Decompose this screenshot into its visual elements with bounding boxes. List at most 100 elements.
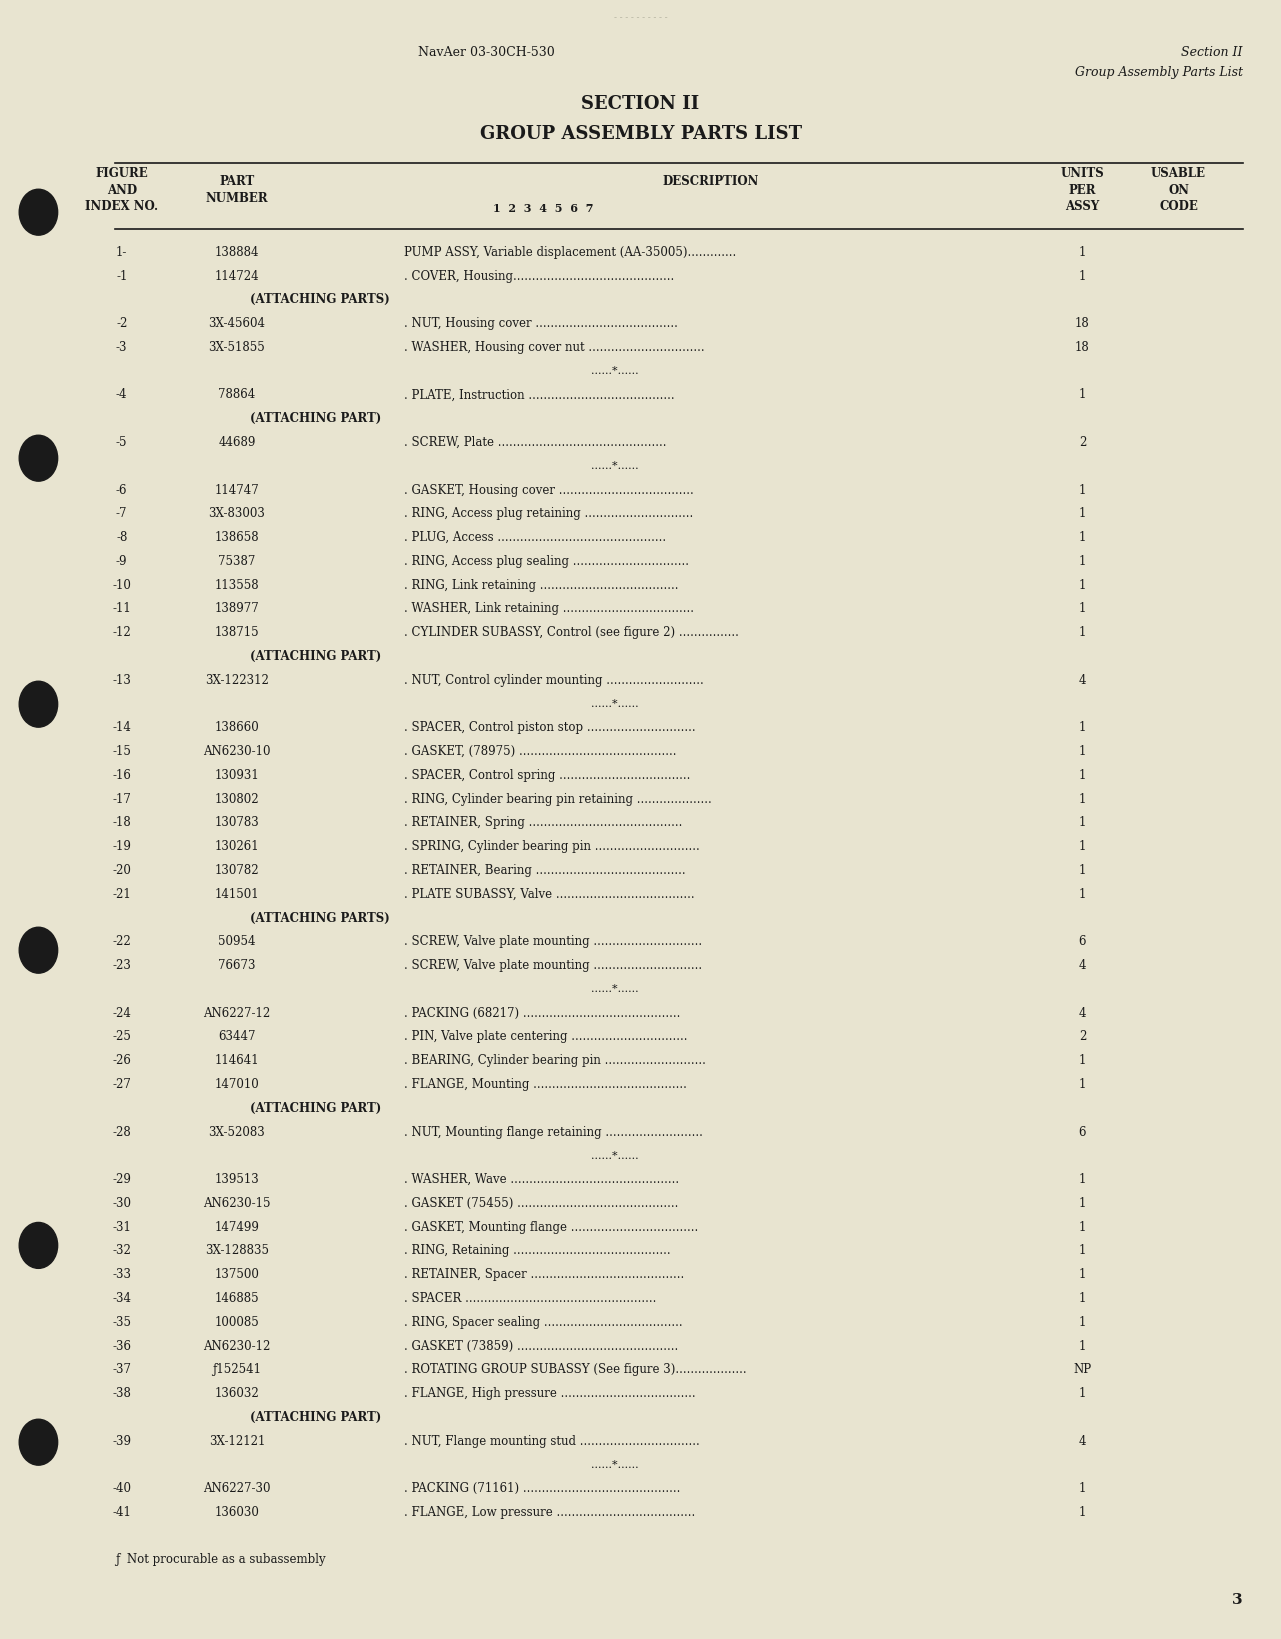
Text: 2: 2: [1079, 1029, 1086, 1042]
Text: Group Assembly Parts List: Group Assembly Parts List: [1075, 66, 1243, 79]
Text: -40: -40: [113, 1482, 131, 1495]
Text: -36: -36: [113, 1339, 131, 1352]
Text: 1: 1: [1079, 1387, 1086, 1400]
Text: -38: -38: [113, 1387, 131, 1400]
Text: 130931: 130931: [215, 769, 259, 782]
Text: 114724: 114724: [215, 269, 259, 282]
Text: . ROTATING GROUP SUBASSY (See figure 3)...................: . ROTATING GROUP SUBASSY (See figure 3).…: [404, 1362, 746, 1375]
Text: -14: -14: [113, 721, 131, 734]
Text: . GASKET (75455) ...........................................: . GASKET (75455) .......................…: [404, 1196, 678, 1210]
Text: AN6230-15: AN6230-15: [204, 1196, 270, 1210]
Text: . PACKING (71161) ..........................................: . PACKING (71161) ......................…: [404, 1482, 680, 1495]
Text: -10: -10: [113, 579, 131, 592]
Text: -7: -7: [117, 506, 127, 520]
Text: 3: 3: [1232, 1591, 1243, 1606]
Text: PART: PART: [219, 175, 255, 188]
Text: . FLANGE, High pressure ....................................: . FLANGE, High pressure ................…: [404, 1387, 696, 1400]
Text: FIGURE: FIGURE: [95, 167, 149, 180]
Text: 18: 18: [1075, 316, 1090, 329]
Text: 113558: 113558: [215, 579, 259, 592]
Text: -20: -20: [113, 864, 131, 877]
Ellipse shape: [19, 436, 58, 482]
Text: 1: 1: [1079, 269, 1086, 282]
Text: NUMBER: NUMBER: [206, 192, 268, 205]
Text: 1: 1: [1079, 887, 1086, 900]
Text: ......*......: ......*......: [591, 698, 639, 708]
Text: 1-: 1-: [117, 246, 127, 259]
Text: -34: -34: [113, 1292, 131, 1305]
Text: AN6227-30: AN6227-30: [204, 1482, 270, 1495]
Text: 44689: 44689: [218, 436, 256, 449]
Text: -21: -21: [113, 887, 131, 900]
Text: 6: 6: [1079, 934, 1086, 947]
Text: CODE: CODE: [1159, 200, 1198, 213]
Text: . PLATE, Instruction .......................................: . PLATE, Instruction ...................…: [404, 388, 674, 402]
Text: 130782: 130782: [215, 864, 259, 877]
Text: -12: -12: [113, 626, 131, 639]
Text: AND: AND: [106, 184, 137, 197]
Text: -4: -4: [117, 388, 127, 402]
Text: . COVER, Housing...........................................: . COVER, Housing........................…: [404, 269, 674, 282]
Text: -18: -18: [113, 816, 131, 829]
Text: -9: -9: [117, 554, 127, 567]
Text: 4: 4: [1079, 674, 1086, 687]
Text: -33: -33: [113, 1267, 131, 1280]
Text: 1: 1: [1079, 839, 1086, 852]
Text: 114641: 114641: [215, 1054, 259, 1067]
Text: 136030: 136030: [214, 1505, 260, 1518]
Text: 1  2  3  4  5  6  7: 1 2 3 4 5 6 7: [493, 203, 593, 215]
Text: PUMP ASSY, Variable displacement (AA-35005).............: PUMP ASSY, Variable displacement (AA-350…: [404, 246, 735, 259]
Text: 78864: 78864: [218, 388, 256, 402]
Text: 1: 1: [1079, 1314, 1086, 1328]
Text: -32: -32: [113, 1244, 131, 1257]
Text: ......*......: ......*......: [591, 461, 639, 470]
Text: 3X-45604: 3X-45604: [209, 316, 265, 329]
Text: 1: 1: [1079, 721, 1086, 734]
Text: . SPRING, Cylinder bearing pin ............................: . SPRING, Cylinder bearing pin .........…: [404, 839, 699, 852]
Text: ......*......: ......*......: [591, 1459, 639, 1469]
Ellipse shape: [19, 928, 58, 974]
Text: 3X-83003: 3X-83003: [209, 506, 265, 520]
Text: . SCREW, Valve plate mounting .............................: . SCREW, Valve plate mounting ..........…: [404, 934, 702, 947]
Text: SECTION II: SECTION II: [582, 95, 699, 113]
Text: 1: 1: [1079, 1267, 1086, 1280]
Text: 1: 1: [1079, 1482, 1086, 1495]
Text: AN6227-12: AN6227-12: [204, 1006, 270, 1019]
Text: . RETAINER, Bearing ........................................: . RETAINER, Bearing ....................…: [404, 864, 685, 877]
Text: 76673: 76673: [218, 959, 256, 972]
Text: PER: PER: [1068, 184, 1097, 197]
Text: 1: 1: [1079, 484, 1086, 497]
Text: . PLUG, Access .............................................: . PLUG, Access .........................…: [404, 531, 666, 544]
Text: 3X-122312: 3X-122312: [205, 674, 269, 687]
Text: . NUT, Flange mounting stud ................................: . NUT, Flange mounting stud ............…: [404, 1434, 699, 1447]
Text: 138977: 138977: [215, 602, 259, 615]
Text: 1: 1: [1079, 388, 1086, 402]
Text: . FLANGE, Low pressure .....................................: . FLANGE, Low pressure .................…: [404, 1505, 694, 1518]
Text: AN6230-10: AN6230-10: [204, 744, 270, 757]
Text: DESCRIPTION: DESCRIPTION: [662, 175, 760, 188]
Ellipse shape: [19, 682, 58, 728]
Text: UNITS: UNITS: [1061, 167, 1104, 180]
Text: ƒ152541: ƒ152541: [213, 1362, 261, 1375]
Text: -22: -22: [113, 934, 131, 947]
Text: 138658: 138658: [215, 531, 259, 544]
Text: 146885: 146885: [215, 1292, 259, 1305]
Text: . GASKET, Mounting flange ..................................: . GASKET, Mounting flange ..............…: [404, 1219, 698, 1233]
Text: 1: 1: [1079, 769, 1086, 782]
Text: AN6230-12: AN6230-12: [204, 1339, 270, 1352]
Text: -8: -8: [117, 531, 127, 544]
Text: . WASHER, Wave .............................................: . WASHER, Wave .........................…: [404, 1172, 679, 1185]
Text: 1: 1: [1079, 1339, 1086, 1352]
Text: USABLE: USABLE: [1152, 167, 1205, 180]
Text: . RING, Access plug retaining .............................: . RING, Access plug retaining ..........…: [404, 506, 693, 520]
Text: 2: 2: [1079, 436, 1086, 449]
Text: (ATTACHING PART): (ATTACHING PART): [250, 1101, 380, 1115]
Text: 1: 1: [1079, 554, 1086, 567]
Text: ƒ  Not procurable as a subassembly: ƒ Not procurable as a subassembly: [115, 1552, 325, 1565]
Text: -26: -26: [113, 1054, 131, 1067]
Text: 50954: 50954: [218, 934, 256, 947]
Text: -11: -11: [113, 602, 131, 615]
Text: 1: 1: [1079, 1219, 1086, 1233]
Text: . RETAINER, Spacer .........................................: . RETAINER, Spacer .....................…: [404, 1267, 684, 1280]
Text: (ATTACHING PARTS): (ATTACHING PARTS): [250, 293, 389, 306]
